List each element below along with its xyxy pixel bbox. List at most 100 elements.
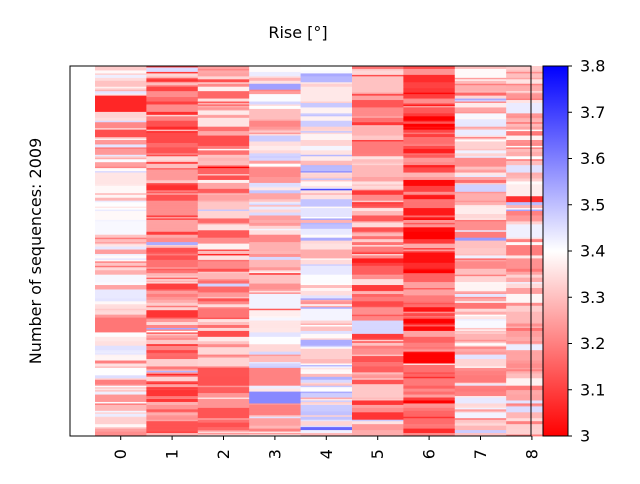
heatmap-cell [506,166,558,169]
x-tick-label: 7 [471,449,490,459]
heatmap-cell [352,105,404,108]
heatmap-cell [454,387,507,390]
heatmap-cell [454,422,507,425]
heatmap-cell [403,296,456,299]
heatmap-cell [249,141,301,144]
heatmap-cell [249,296,301,299]
heatmap-cell [249,256,301,259]
heatmap-cell [95,89,147,92]
heatmap-cell [249,299,301,302]
heatmap-cell [506,268,558,271]
heatmap-cell [300,107,353,110]
heatmap-cell [95,116,147,119]
heatmap-cell [506,185,558,188]
heatmap-cell [300,218,353,221]
heatmap-cell [249,123,301,126]
heatmap-cell [352,212,404,215]
heatmap-cell [249,79,301,82]
heatmap-cell [403,418,456,421]
heatmap-cell [300,225,353,228]
heatmap-cell [403,134,456,136]
heatmap-cell [197,415,250,418]
heatmap-cell [403,126,456,129]
heatmap-cell [352,111,404,114]
heatmap-cell [249,66,301,68]
heatmap-cell [506,148,558,151]
heatmap-cell [197,212,250,215]
heatmap-cell [403,330,456,333]
heatmap-cell [454,425,507,428]
heatmap-cell [403,323,456,326]
heatmap-cell [300,353,353,355]
heatmap-cell [300,286,353,289]
heatmap-cell [403,270,456,273]
heatmap-cell [95,304,147,307]
heatmap-cell [197,258,250,261]
heatmap-cell [454,97,507,99]
heatmap-cell [249,283,301,286]
heatmap-cell [300,233,353,236]
heatmap-cell [197,431,250,434]
heatmap-cell [506,209,558,212]
heatmap-cell [146,304,199,307]
heatmap-cell [506,421,558,424]
heatmap-cell [352,214,404,216]
heatmap-cell [249,267,301,270]
heatmap-cell [300,335,353,338]
heatmap-cell [403,286,456,289]
heatmap-cell [454,302,507,305]
heatmap-cell [352,181,404,184]
heatmap-cell [454,256,507,259]
heatmap-cell [403,218,456,221]
heatmap-cell [300,367,353,370]
heatmap-cell [403,237,456,240]
heatmap-cell [352,286,404,289]
heatmap-cell [249,178,301,181]
heatmap-cell [197,225,250,228]
heatmap-cell [506,354,558,357]
heatmap-cell [403,119,456,122]
heatmap-cell [506,290,558,293]
heatmap-cell [197,280,250,283]
heatmap-cell [197,410,250,413]
heatmap-cell [146,419,199,422]
heatmap-cell [454,231,507,234]
heatmap-cell [352,122,404,125]
heatmap-cell [352,391,404,394]
heatmap-cell [197,302,250,305]
heatmap-cell [95,70,147,73]
heatmap-cell [506,391,558,394]
heatmap-cell [146,193,199,196]
heatmap-cell [249,119,301,122]
heatmap-cell [300,412,353,415]
heatmap-cell [454,391,507,394]
heatmap-cell [403,348,456,351]
heatmap-cell [454,168,507,170]
heatmap-cell [506,227,558,230]
heatmap-cell [300,376,353,379]
heatmap-cell [300,397,353,400]
heatmap-cell [352,246,404,249]
heatmap-cell [197,200,250,203]
heatmap-cell [146,404,199,407]
heatmap-cell [249,225,301,228]
heatmap-cell [197,246,250,249]
heatmap-cell [352,259,404,262]
heatmap-cell [454,379,507,382]
heatmap-cell [95,203,147,206]
heatmap-cell [403,73,456,76]
heatmap-cell [506,356,558,358]
heatmap-cell [95,290,147,293]
heatmap-cell [403,342,456,345]
heatmap-cell [197,215,250,218]
heatmap-cell [197,394,250,397]
heatmap-cell [95,174,147,176]
heatmap-cell [146,245,199,247]
heatmap-cell [300,325,353,327]
heatmap-cell [352,140,404,142]
heatmap-cell [403,410,456,413]
heatmap-cell [403,397,456,400]
heatmap-cell [454,373,507,376]
heatmap-cell [454,182,507,185]
